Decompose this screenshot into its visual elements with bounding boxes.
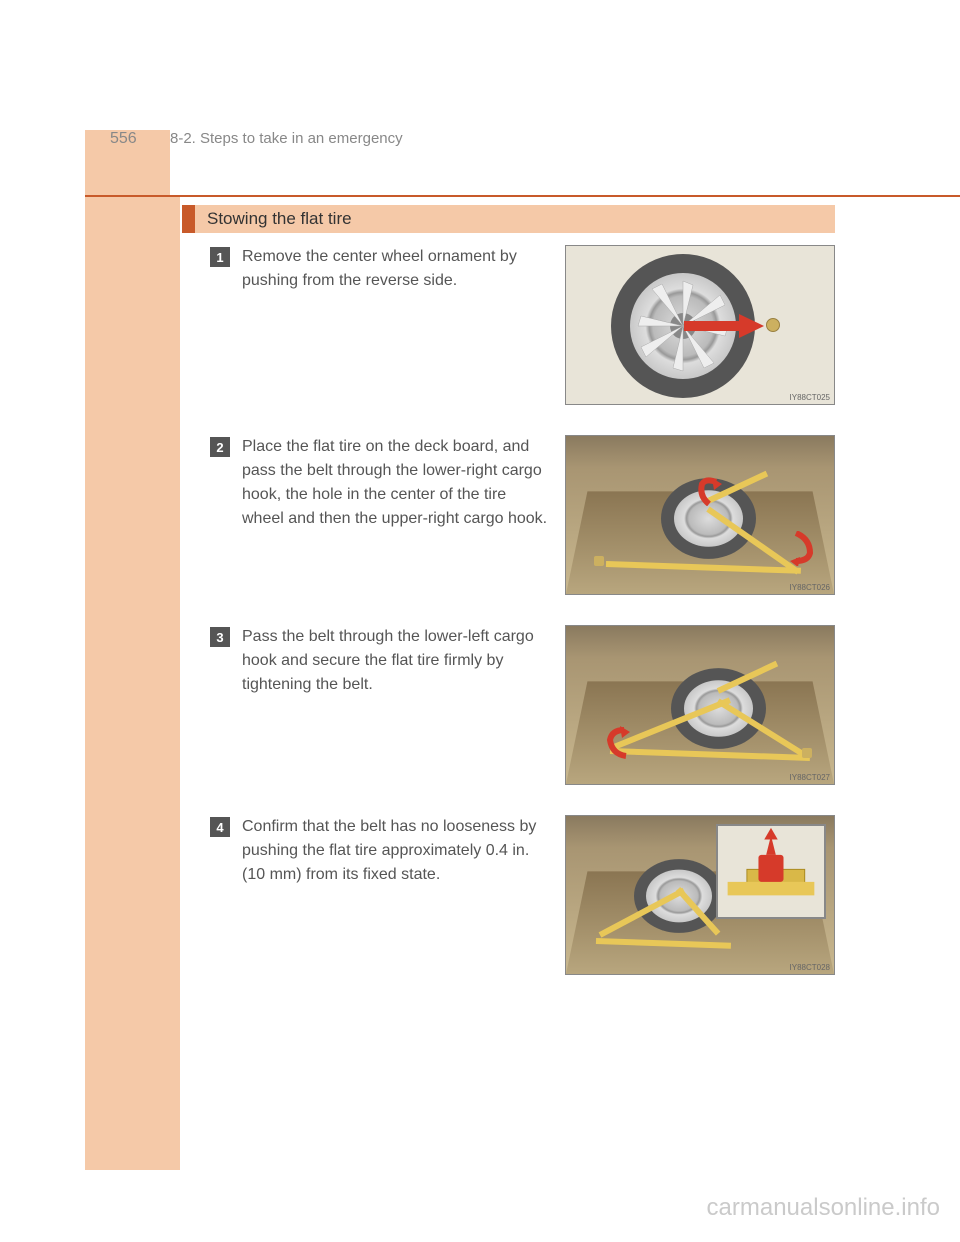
page-number: 556 bbox=[110, 130, 137, 148]
image-label: IY88CT028 bbox=[790, 963, 830, 972]
step-row: 2 Place the flat tire on the deck board,… bbox=[210, 435, 835, 610]
step-text: Remove the center wheel ornament by push… bbox=[242, 245, 565, 293]
image-label: IY88CT026 bbox=[790, 583, 830, 592]
step-row: 3 Pass the belt through the lower-left c… bbox=[210, 625, 835, 800]
step-number-icon: 3 bbox=[210, 627, 230, 647]
step-image: IY88CT028 bbox=[565, 815, 835, 975]
step-text: Confirm that the belt has no looseness b… bbox=[242, 815, 565, 887]
step-number-icon: 2 bbox=[210, 437, 230, 457]
inset-detail bbox=[716, 824, 826, 919]
left-sidebar-lower bbox=[85, 195, 180, 1170]
step-image: IY88CT026 bbox=[565, 435, 835, 595]
step-number-icon: 4 bbox=[210, 817, 230, 837]
content-area: 1 Remove the center wheel ornament by pu… bbox=[210, 245, 835, 1005]
step-row: 4 Confirm that the belt has no looseness… bbox=[210, 815, 835, 990]
header-rule bbox=[85, 195, 960, 197]
step-number-icon: 1 bbox=[210, 247, 230, 267]
image-label: IY88CT027 bbox=[790, 773, 830, 782]
step-row: 1 Remove the center wheel ornament by pu… bbox=[210, 245, 835, 420]
step-image: IY88CT027 bbox=[565, 625, 835, 785]
subsection-bar: Stowing the flat tire bbox=[195, 205, 835, 233]
watermark: carmanualsonline.info bbox=[707, 1194, 940, 1222]
subsection-accent bbox=[182, 205, 195, 233]
page-header: 556 8-2. Steps to take in an emergency bbox=[100, 130, 900, 170]
step-text: Pass the belt through the lower-left car… bbox=[242, 625, 565, 697]
section-path: 8-2. Steps to take in an emergency bbox=[170, 130, 403, 147]
page-container: 556 8-2. Steps to take in an emergency S… bbox=[0, 0, 960, 1242]
subsection-title: Stowing the flat tire bbox=[207, 209, 352, 229]
step-text: Place the flat tire on the deck board, a… bbox=[242, 435, 565, 531]
step-image: IY88CT025 bbox=[565, 245, 835, 405]
image-label: IY88CT025 bbox=[790, 393, 830, 402]
